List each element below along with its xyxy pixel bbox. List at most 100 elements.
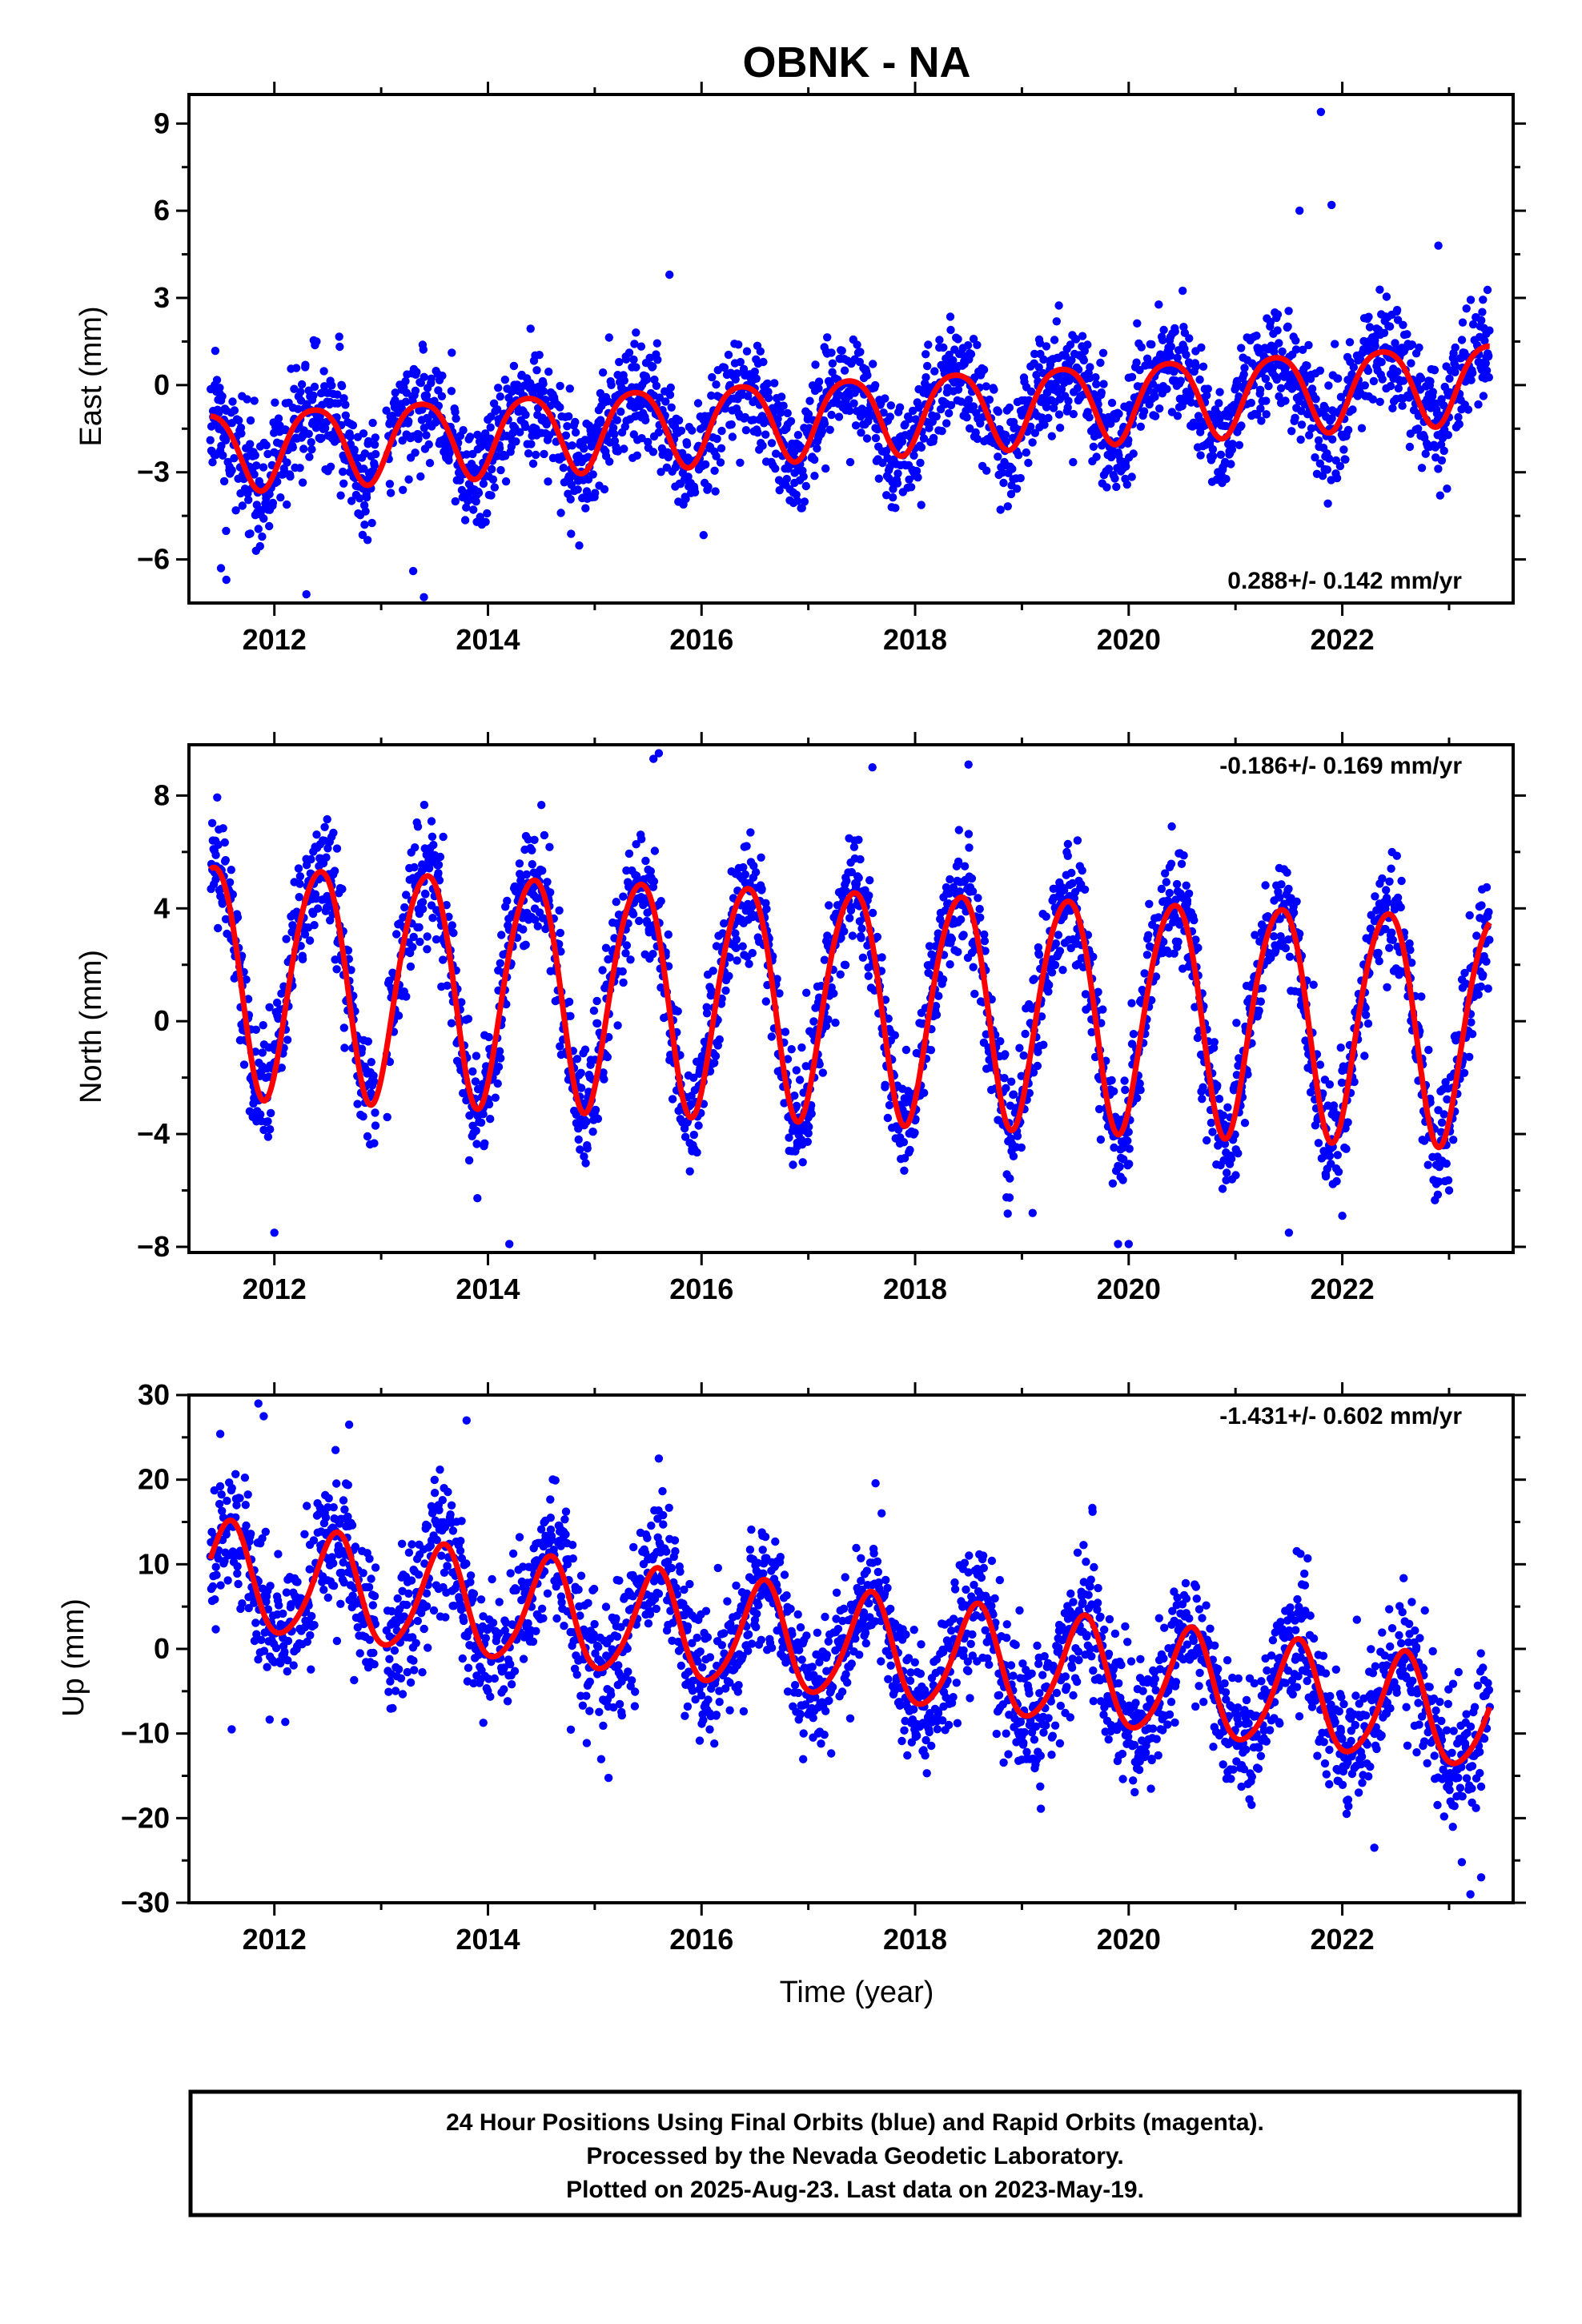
- data-point: [493, 1079, 502, 1088]
- data-point: [971, 428, 980, 437]
- data-point: [1009, 1090, 1018, 1099]
- data-point: [1154, 913, 1163, 922]
- data-point: [1009, 1152, 1018, 1161]
- data-point: [1090, 1052, 1100, 1062]
- data-point: [684, 472, 693, 481]
- data-point: [762, 904, 771, 914]
- data-point: [1008, 464, 1017, 473]
- data-point: [468, 1067, 477, 1076]
- data-point: [235, 416, 243, 425]
- data-point: [555, 906, 564, 915]
- data-point: [637, 434, 646, 443]
- data-point: [792, 1066, 801, 1075]
- data-point: [1385, 877, 1394, 887]
- data-point: [886, 401, 896, 410]
- y-tick-label: 6: [154, 194, 170, 227]
- data-point: [656, 897, 665, 906]
- data-point: [580, 1152, 588, 1161]
- data-point: [258, 532, 267, 541]
- data-point: [333, 399, 343, 408]
- data-point: [1104, 464, 1114, 473]
- data-point: [772, 449, 781, 458]
- data-point: [566, 495, 575, 504]
- data-point: [1190, 915, 1199, 925]
- data-point: [702, 1003, 711, 1011]
- data-point: [521, 940, 530, 950]
- data-point: [624, 849, 634, 858]
- data-point: [1306, 1088, 1315, 1097]
- data-point: [1371, 341, 1379, 351]
- data-point: [1273, 326, 1282, 335]
- data-point: [221, 855, 230, 865]
- data-point: [815, 1059, 824, 1069]
- data-point: [900, 1154, 909, 1163]
- data-point: [347, 966, 355, 975]
- data-point: [1086, 363, 1094, 372]
- data-point: [1439, 401, 1448, 410]
- data-point: [716, 458, 725, 467]
- data-point: [1196, 451, 1205, 460]
- data-point: [1262, 396, 1271, 405]
- data-point: [582, 1117, 591, 1127]
- data-point: [362, 493, 371, 502]
- data-point: [1484, 352, 1493, 360]
- data-point: [622, 941, 632, 950]
- data-point: [1334, 374, 1343, 383]
- data-point: [1223, 1168, 1231, 1177]
- data-point: [956, 915, 966, 924]
- data-point: [532, 450, 540, 460]
- data-point: [1203, 391, 1211, 400]
- data-point: [600, 485, 609, 494]
- data-point: [368, 418, 377, 428]
- data-point: [955, 887, 965, 896]
- data-point: [327, 381, 336, 390]
- data-point: [435, 876, 444, 885]
- data-point: [460, 516, 470, 525]
- data-point: [865, 891, 873, 900]
- data-point: [252, 501, 261, 509]
- data-point: [1434, 464, 1443, 473]
- data-point: [1199, 362, 1208, 371]
- data-point: [1034, 950, 1044, 959]
- data-point: [1437, 395, 1446, 404]
- data-point: [688, 426, 697, 435]
- data-point: [359, 1112, 367, 1121]
- data-point: [1311, 453, 1319, 462]
- data-point: [401, 376, 410, 386]
- data-point: [924, 340, 933, 349]
- data-point: [827, 410, 836, 420]
- data-point: [871, 433, 881, 443]
- x-tick-label: 2022: [1311, 623, 1375, 656]
- data-point: [299, 444, 308, 453]
- data-point: [521, 422, 530, 432]
- data-point: [408, 943, 417, 951]
- data-point: [1069, 457, 1078, 467]
- data-point: [340, 1043, 349, 1052]
- data-point: [803, 1137, 812, 1147]
- data-point: [1479, 392, 1488, 400]
- data-point: [456, 476, 464, 485]
- data-point: [448, 921, 456, 930]
- data-point: [208, 458, 217, 467]
- data-point: [1228, 440, 1237, 448]
- data-point: [1477, 316, 1486, 325]
- data-point: [214, 923, 223, 933]
- data-point: [921, 350, 930, 359]
- data-point: [909, 451, 918, 460]
- data-point: [295, 464, 304, 472]
- data-point: [840, 927, 849, 936]
- model-fit-line: [210, 343, 1490, 494]
- data-point: [300, 930, 310, 939]
- data-point: [1120, 1076, 1129, 1085]
- data-point: [964, 830, 974, 838]
- data-point: [881, 394, 889, 403]
- data-point: [1235, 440, 1244, 449]
- data-point: [920, 1088, 929, 1097]
- data-point: [1394, 384, 1403, 393]
- data-point: [1378, 874, 1387, 883]
- data-point: [268, 498, 278, 508]
- data-point: [215, 384, 224, 392]
- data-point: [837, 346, 846, 356]
- data-point: [360, 449, 370, 458]
- data-point: [767, 439, 777, 448]
